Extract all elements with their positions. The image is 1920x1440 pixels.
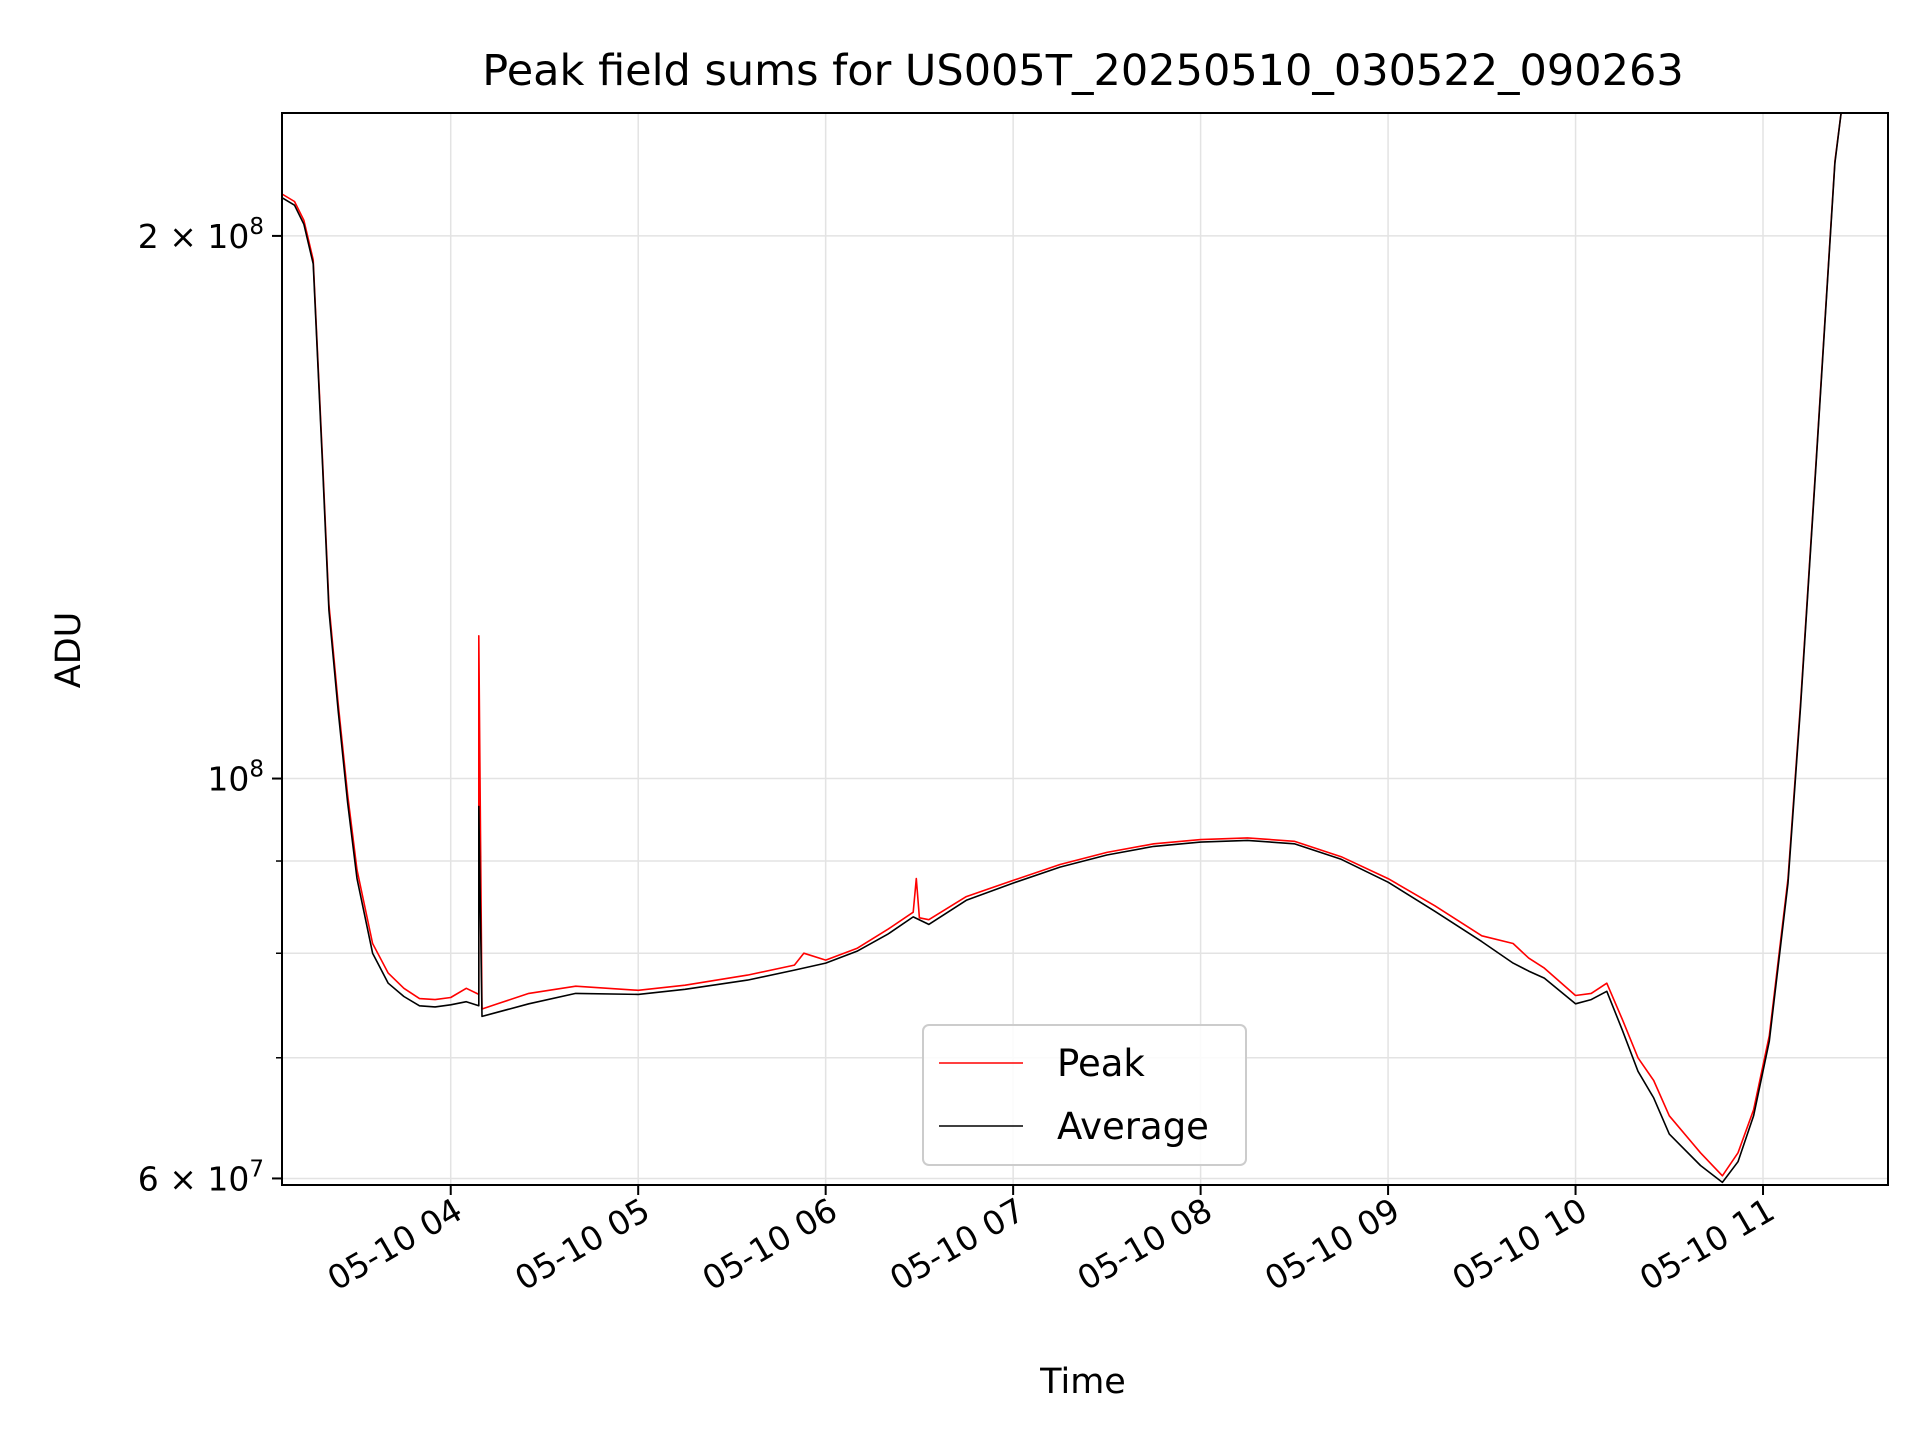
series-average-line <box>282 113 1842 1184</box>
chart-title: Peak field sums for US005T_20250510_0305… <box>482 46 1683 96</box>
y-tick-label: 6 × 107 <box>138 1156 264 1198</box>
y-axis: 6 × 107 108 2 × 108 <box>138 214 282 1198</box>
x-axis-label: Time <box>1039 1362 1126 1402</box>
legend-label-peak: Peak <box>1057 1042 1145 1085</box>
series-group <box>282 113 1842 1184</box>
y-tick-label: 2 × 108 <box>138 214 264 256</box>
y-tick-label: 108 <box>207 757 264 799</box>
legend-label-average: Average <box>1057 1105 1209 1148</box>
legend: Peak Average <box>922 1024 1247 1166</box>
plot-frame <box>281 112 1889 1186</box>
series-peak-line <box>282 113 1842 1177</box>
y-axis-label: ADU <box>49 612 89 689</box>
legend-box <box>922 1024 1247 1166</box>
